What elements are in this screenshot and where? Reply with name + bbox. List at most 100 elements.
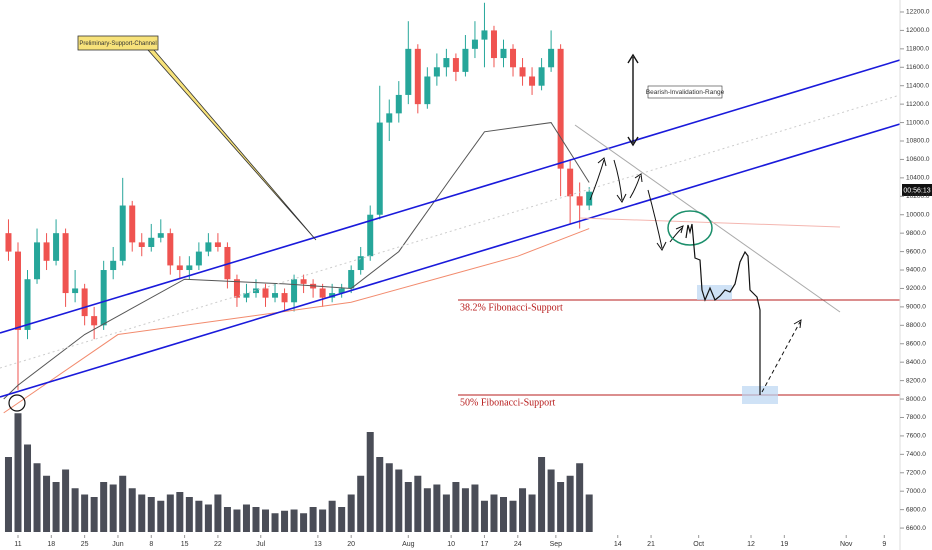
candle-body bbox=[195, 251, 202, 266]
volume-bar bbox=[185, 497, 193, 532]
invalidation-box bbox=[647, 85, 723, 99]
x-tick-label: 17 bbox=[481, 541, 489, 548]
volume-bar bbox=[24, 444, 32, 532]
candle-body bbox=[157, 233, 164, 238]
y-tick-label: 10400.0 bbox=[906, 175, 930, 182]
candle-body bbox=[557, 48, 564, 169]
volume-bar bbox=[509, 500, 517, 532]
invalidation-label: Bearish-Invalidation-Range bbox=[646, 89, 725, 96]
volume-bar bbox=[262, 509, 270, 532]
volume-bar bbox=[576, 463, 584, 532]
volume-bar bbox=[480, 500, 488, 532]
candle-body bbox=[386, 113, 393, 123]
zone-box bbox=[697, 285, 732, 300]
candle-body bbox=[53, 233, 60, 261]
volume-bar bbox=[404, 482, 412, 532]
volume-bar bbox=[528, 494, 536, 532]
y-tick-label: 7200.0 bbox=[906, 469, 926, 476]
y-tick-label: 7800.0 bbox=[906, 414, 926, 421]
volume-bar bbox=[538, 457, 546, 532]
candle-body bbox=[500, 48, 507, 59]
candle-layer bbox=[3, 2, 593, 414]
y-tick-label: 9600.0 bbox=[906, 248, 926, 255]
volume-bar bbox=[43, 475, 51, 532]
arrow-head bbox=[627, 53, 639, 64]
candle-body bbox=[148, 237, 155, 247]
candle-body bbox=[357, 256, 364, 271]
candle-body bbox=[176, 265, 183, 271]
candle-body bbox=[138, 242, 145, 247]
candle-body bbox=[538, 67, 545, 86]
volume-bar bbox=[128, 488, 136, 532]
x-tick-label: Nov bbox=[840, 541, 853, 548]
x-tick-label: Aug bbox=[402, 541, 415, 548]
candle-body bbox=[510, 48, 517, 68]
candle-body bbox=[519, 67, 526, 77]
x-tick-label: 22 bbox=[214, 541, 222, 548]
candle-body bbox=[452, 58, 459, 72]
volume-bar bbox=[461, 488, 469, 532]
y-tick-label: 6800.0 bbox=[906, 506, 926, 513]
candle-body bbox=[243, 293, 250, 298]
candle-body bbox=[433, 67, 440, 77]
candle-body bbox=[348, 270, 355, 289]
volume-bar bbox=[176, 492, 184, 532]
volume-bar bbox=[433, 484, 441, 532]
countdown-box bbox=[902, 184, 932, 196]
y-tick-label: 9000.0 bbox=[906, 304, 926, 311]
y-tick-label: 10000.0 bbox=[906, 211, 930, 218]
projection-arrow bbox=[761, 321, 801, 393]
volume-bar bbox=[166, 494, 174, 532]
candle-body bbox=[110, 260, 117, 271]
candle-body bbox=[319, 288, 326, 298]
volume-bar bbox=[281, 510, 289, 532]
y-tick-label: 6600.0 bbox=[906, 525, 926, 532]
arrow-head bbox=[627, 136, 639, 147]
volume-bar bbox=[557, 482, 565, 532]
y-tick-label: 8800.0 bbox=[906, 322, 926, 329]
candle-body bbox=[367, 214, 374, 257]
y-tick-label: 9400.0 bbox=[906, 267, 926, 274]
volume-bar bbox=[357, 475, 365, 532]
volume-bar bbox=[566, 475, 574, 532]
volume-bar bbox=[233, 509, 241, 532]
y-tick-label: 9800.0 bbox=[906, 230, 926, 237]
volume-bar bbox=[376, 457, 384, 532]
candle-body bbox=[24, 279, 31, 330]
volume-bar bbox=[452, 482, 460, 532]
x-tick-label: 13 bbox=[314, 541, 322, 548]
volume-bar bbox=[252, 507, 260, 532]
volume-bar bbox=[423, 488, 431, 532]
midline bbox=[0, 94, 901, 369]
callout-label: Preliminary-Support-Channel bbox=[79, 41, 156, 47]
volume-bar bbox=[71, 488, 79, 532]
y-tick-label: 10600.0 bbox=[906, 156, 930, 163]
candle-body bbox=[214, 242, 221, 247]
volume-bar bbox=[204, 504, 212, 532]
x-tick-label: 21 bbox=[647, 541, 655, 548]
candle-body bbox=[529, 76, 536, 86]
candle-body bbox=[329, 293, 336, 298]
y-tick-label: 8000.0 bbox=[906, 396, 926, 403]
callout-box bbox=[77, 35, 159, 51]
candle-body bbox=[395, 94, 402, 114]
volume-bar bbox=[395, 469, 403, 532]
volume-bar bbox=[157, 500, 165, 532]
x-tick-label: 20 bbox=[347, 541, 355, 548]
candle-body bbox=[424, 76, 431, 105]
volume-bar bbox=[119, 475, 127, 532]
volume-bar bbox=[519, 488, 527, 532]
candle-body bbox=[567, 168, 574, 197]
channel-lower bbox=[0, 123, 901, 398]
volume-bar bbox=[366, 432, 374, 532]
volume-bar bbox=[442, 494, 450, 532]
volume-bar bbox=[138, 494, 146, 532]
volume-bar bbox=[471, 484, 479, 532]
volume-bar bbox=[290, 509, 298, 532]
path-arrows bbox=[589, 157, 684, 251]
fib-50-label: 50% Fibonacci-Support bbox=[460, 397, 555, 408]
x-tick-label: 24 bbox=[514, 541, 522, 548]
volume-bar bbox=[300, 513, 308, 532]
x-tick-label: 12 bbox=[747, 541, 755, 548]
